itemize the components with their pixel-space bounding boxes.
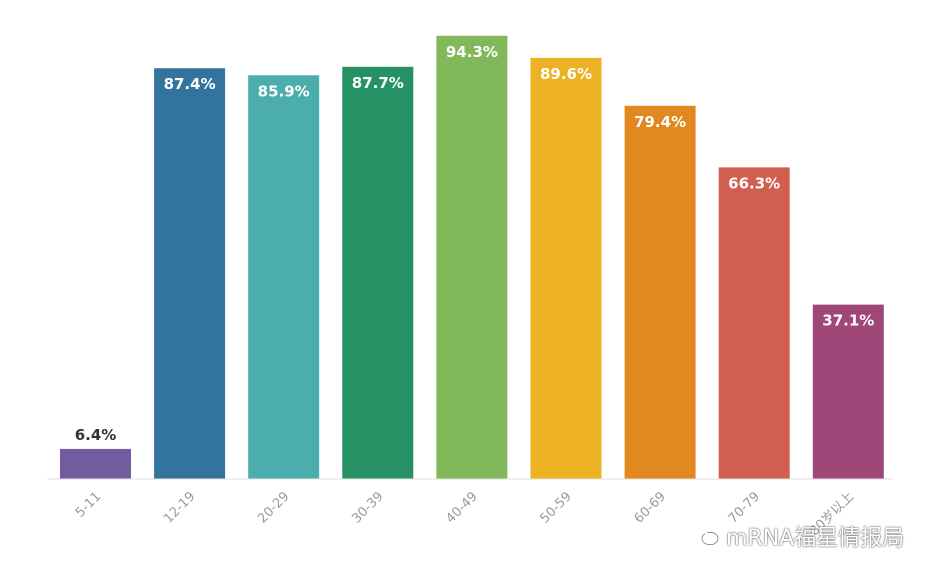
x-tick-label-50-59: 50-59 bbox=[538, 489, 575, 526]
x-tick-label-12-19: 12-19 bbox=[161, 489, 198, 526]
bar-70-79 bbox=[718, 167, 790, 479]
bar-5-11 bbox=[60, 448, 131, 479]
bar-20-29 bbox=[248, 75, 320, 480]
value-label-80岁以上: 37.1% bbox=[822, 312, 874, 330]
bar-12-19 bbox=[154, 68, 226, 479]
bar-50-59 bbox=[530, 57, 602, 479]
value-label-60-69: 79.4% bbox=[634, 113, 686, 131]
bar-30-39 bbox=[342, 66, 414, 479]
x-tick-label-5-11: 5-11 bbox=[73, 489, 104, 520]
bars-group bbox=[60, 35, 884, 480]
x-tick-label-20-29: 20-29 bbox=[255, 489, 292, 526]
value-label-30-39: 87.7% bbox=[352, 74, 404, 92]
bar-80岁以上 bbox=[812, 304, 884, 479]
value-labels-group: 6.4% 87.4% 85.9% 87.7% 94.3% 89.6% 79.4% 66.3% 3… bbox=[75, 43, 875, 444]
value-label-40-49: 94.3% bbox=[446, 43, 498, 61]
bar-40-49 bbox=[436, 35, 508, 479]
x-tick-label-60-69: 60-69 bbox=[632, 489, 669, 526]
value-label-5-11: 6.4% bbox=[75, 426, 117, 444]
wechat-icon bbox=[692, 525, 719, 545]
value-label-50-59: 89.6% bbox=[540, 65, 592, 83]
x-tick-label-40-49: 40-49 bbox=[443, 489, 480, 526]
watermark: mRNA福星情报局 bbox=[692, 521, 904, 551]
x-tick-label-30-39: 30-39 bbox=[349, 489, 386, 526]
bar-60-69 bbox=[624, 105, 696, 479]
watermark-text: mRNA福星情报局 bbox=[726, 526, 905, 551]
value-label-70-79: 66.3% bbox=[728, 174, 780, 192]
value-label-12-19: 87.4% bbox=[164, 75, 216, 93]
value-label-20-29: 85.9% bbox=[258, 82, 310, 100]
